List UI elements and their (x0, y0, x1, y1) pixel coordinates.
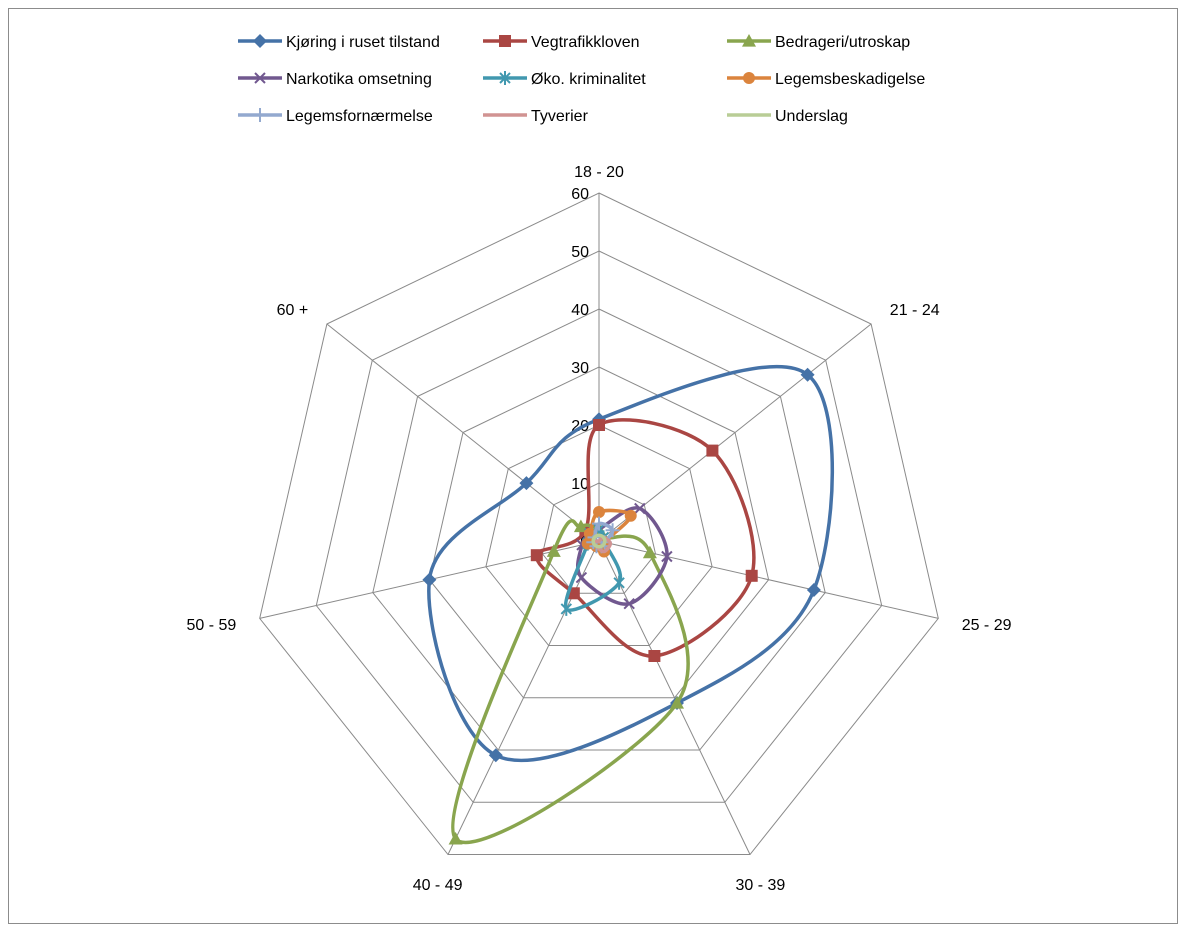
legend-label: Vegtrafikkloven (531, 34, 640, 51)
legend-item: Legemsbeskadigelse (727, 71, 925, 88)
tick-label: 40 (571, 302, 589, 319)
category-labels: 18 - 20 21 - 24 25 - 29 30 - 39 40 - 49 50 - … (186, 164, 1011, 894)
chart-frame (8, 8, 1178, 924)
data-point (745, 569, 758, 582)
series-line (535, 418, 756, 658)
data-point (573, 519, 588, 533)
category-label: 50 - 59 (186, 617, 236, 634)
series-line (451, 519, 690, 845)
legend: Kjøring i ruset tilstand Vegtrafikkloven B… (238, 34, 925, 125)
legend-label: Kjøring i ruset tilstand (286, 34, 440, 51)
grid (259, 192, 939, 855)
data-point (648, 650, 661, 662)
data-point (530, 549, 543, 562)
grid-spoke (598, 540, 751, 855)
legend-label: Bedrageri/utroskap (775, 34, 910, 51)
data-point (592, 516, 606, 531)
legend-item: Vegtrafikkloven (483, 34, 640, 51)
series-8 (591, 533, 607, 549)
legend-label: Øko. kriminalitet (531, 71, 646, 88)
data-point (605, 523, 620, 538)
category-label: 25 - 29 (962, 617, 1012, 634)
data-point (706, 444, 719, 457)
legend-item: Bedrageri/utroskap (727, 34, 910, 51)
legend-item: Legemsfornærmelse (238, 108, 433, 125)
legend-marker (253, 34, 267, 48)
series-2 (448, 519, 690, 845)
data-point (623, 597, 635, 610)
category-label: 60 + (277, 302, 309, 319)
data-point (422, 572, 437, 587)
data-point (488, 748, 503, 763)
tick-label: 60 (571, 186, 589, 203)
legend-item: Narkotika omsetning (238, 71, 432, 88)
data-point (642, 545, 657, 559)
tick-label: 10 (571, 476, 589, 493)
legend-marker (253, 108, 267, 122)
data-point (546, 544, 561, 557)
legend-label: Legemsbeskadigelse (775, 71, 925, 88)
data-point (670, 696, 684, 709)
series-1 (530, 418, 758, 662)
data-point (575, 571, 588, 584)
legend-label: Legemsfornærmelse (286, 108, 433, 125)
legend-item: Underslag (727, 108, 848, 125)
grid-ring (372, 308, 826, 751)
legend-marker (499, 71, 511, 85)
grid-spoke (598, 540, 939, 619)
data-point (593, 419, 605, 431)
data-point (661, 550, 673, 563)
tick-label: 30 (571, 360, 589, 377)
category-label: 30 - 39 (735, 877, 785, 894)
grid-ring (259, 192, 939, 855)
category-label: 18 - 20 (574, 164, 624, 181)
tick-labels: 0102030405060 (571, 186, 589, 551)
data-point (806, 583, 821, 597)
category-label: 21 - 24 (890, 302, 940, 319)
grid-spoke (326, 323, 600, 542)
grid-ring (315, 250, 883, 803)
legend-label: Tyverier (531, 108, 589, 125)
series (422, 364, 835, 845)
data-point (448, 831, 463, 845)
data-point (593, 506, 605, 518)
data-point (613, 575, 625, 590)
data-point (519, 476, 534, 491)
legend-label: Narkotika omsetning (286, 71, 432, 88)
series-line (591, 533, 607, 549)
grid-ring (428, 366, 770, 699)
tick-label: 50 (571, 244, 589, 261)
legend-item: Øko. kriminalitet (483, 71, 646, 88)
legend-marker (254, 72, 266, 84)
data-point (634, 502, 646, 515)
data-point (624, 509, 637, 522)
legend-item: Kjøring i ruset tilstand (238, 34, 440, 51)
data-point (560, 601, 573, 616)
category-label: 40 - 49 (413, 877, 463, 894)
data-point (800, 367, 815, 382)
legend-marker (499, 35, 511, 47)
legend-label: Underslag (775, 108, 848, 125)
series-0 (422, 364, 835, 763)
legend-item: Tyverier (483, 108, 589, 125)
legend-marker (742, 34, 756, 47)
legend-marker (743, 72, 755, 84)
grid-ring (485, 424, 713, 646)
